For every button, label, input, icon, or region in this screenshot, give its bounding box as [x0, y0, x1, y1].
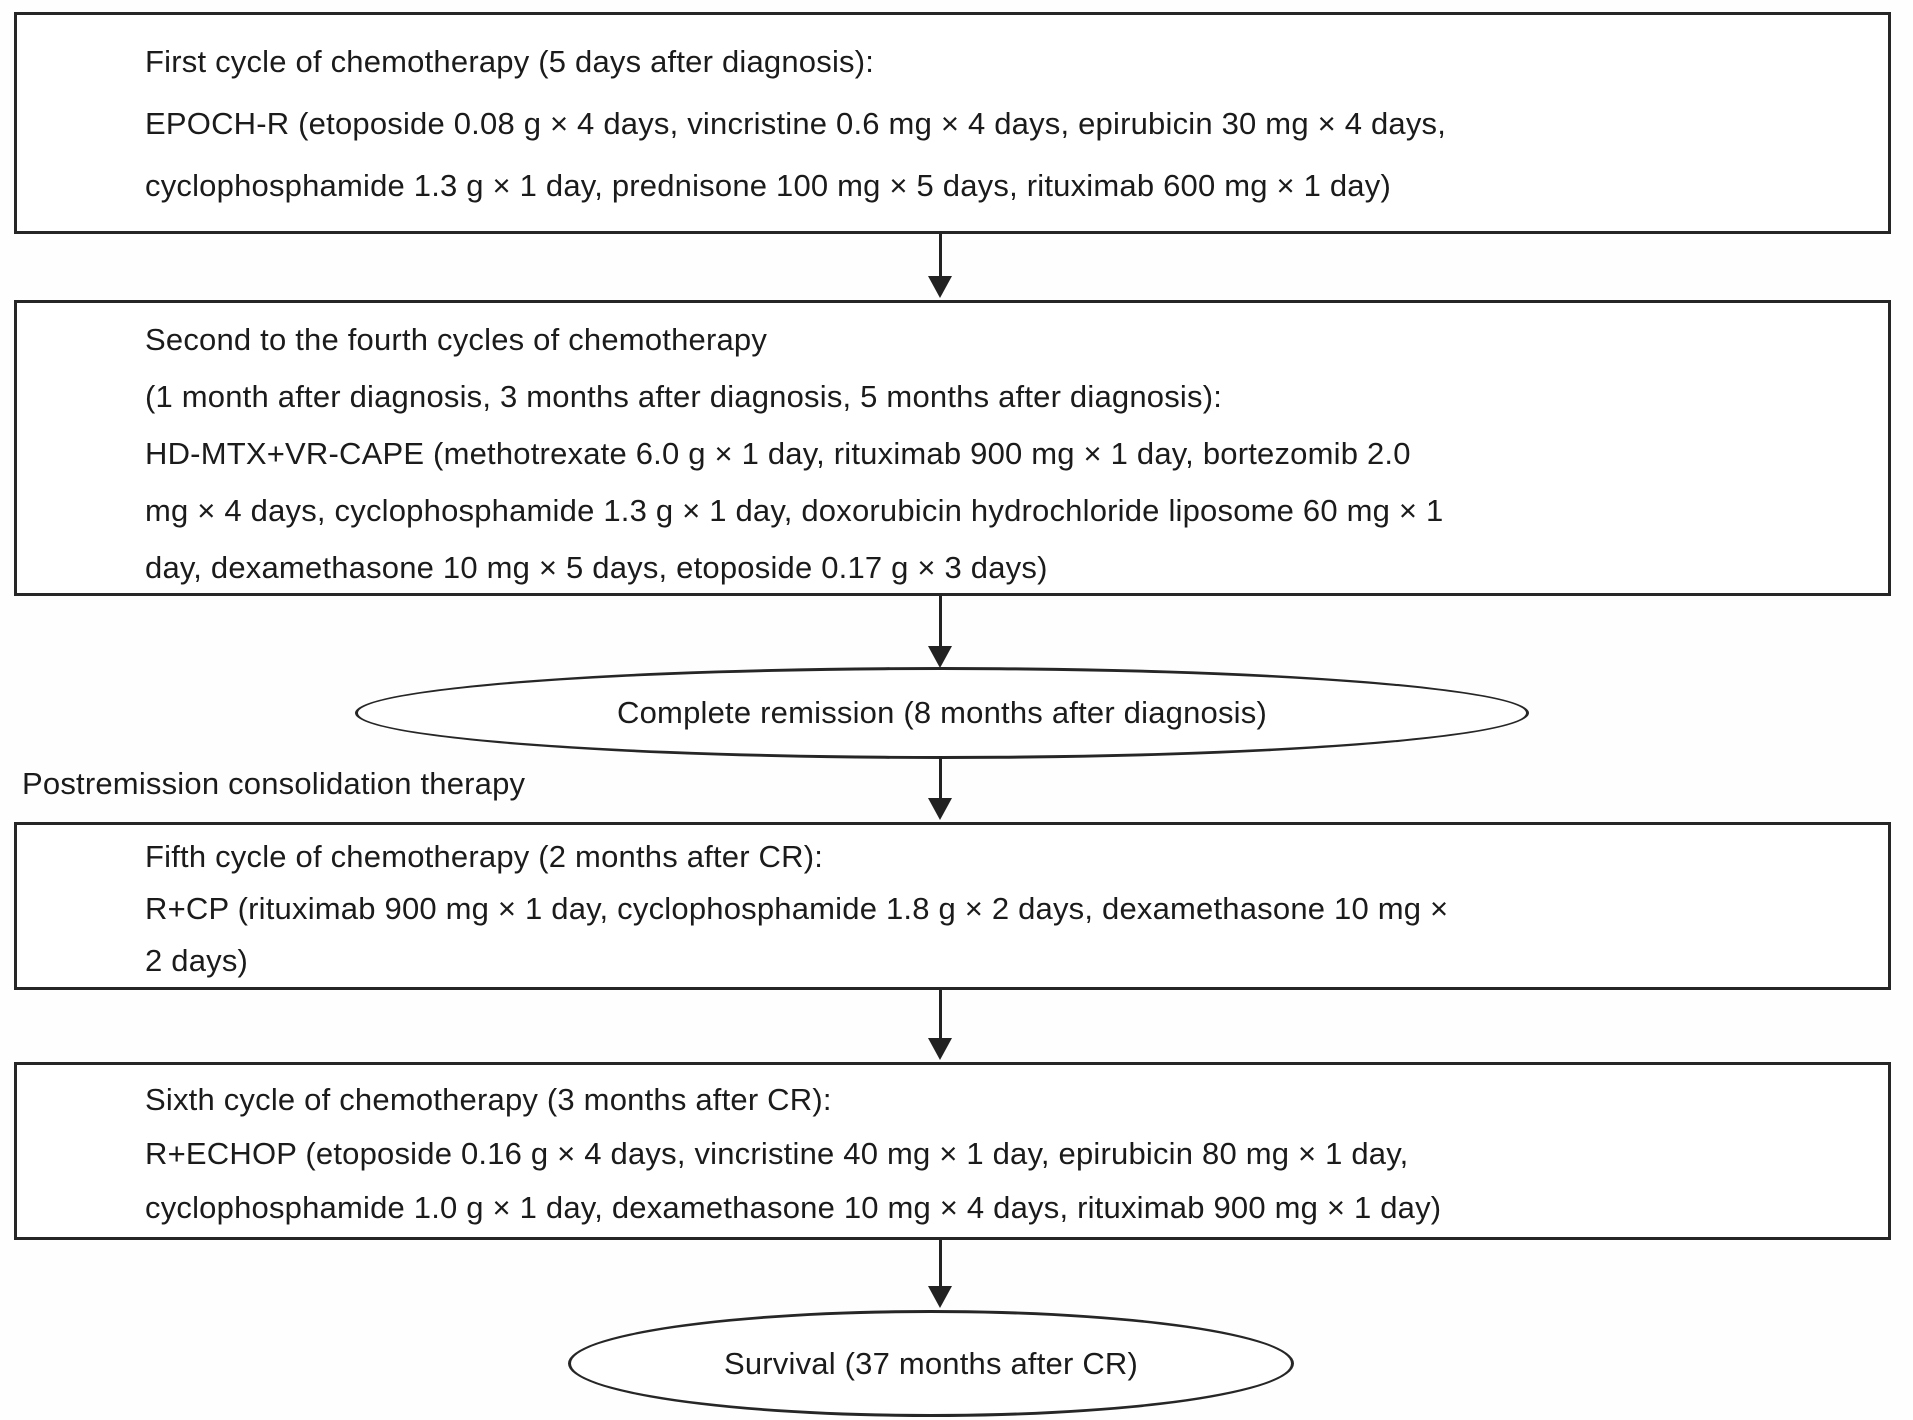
box-line: (1 month after diagnosis, 3 months after…: [145, 379, 1223, 414]
box-line: R+CP (rituximab 900 mg × 1 day, cyclopho…: [145, 891, 1449, 926]
box-line: First cycle of chemotherapy (5 days afte…: [145, 44, 875, 79]
box-line: Second to the fourth cycles of chemother…: [145, 322, 768, 357]
down-arrow-icon: [928, 990, 952, 1060]
box-line: cyclophosphamide 1.0 g × 1 day, dexameth…: [145, 1190, 1442, 1225]
box-line: Sixth cycle of chemotherapy (3 months af…: [145, 1082, 832, 1117]
box-line: EPOCH-R (etoposide 0.08 g × 4 days, vinc…: [145, 106, 1447, 141]
arrowhead-icon: [928, 798, 952, 820]
first-cycle-box: First cycle of chemotherapy (5 days afte…: [14, 12, 1891, 234]
down-arrow-icon: [928, 756, 952, 820]
complete-remission-ellipse: Complete remission (8 months after diagn…: [355, 667, 1529, 759]
box-line: mg × 4 days, cyclophosphamide 1.3 g × 1 …: [145, 493, 1444, 528]
arrow-shaft: [938, 596, 942, 646]
arrow-shaft: [938, 1240, 942, 1286]
down-arrow-icon: [928, 596, 952, 668]
box-line: HD-MTX+VR-CAPE (methotrexate 6.0 g × 1 d…: [145, 436, 1411, 471]
arrowhead-icon: [928, 1038, 952, 1060]
box-line: 2 days): [145, 943, 249, 978]
arrowhead-icon: [928, 1286, 952, 1308]
box-line: R+ECHOP (etoposide 0.16 g × 4 days, vinc…: [145, 1136, 1409, 1171]
arrow-shaft: [938, 990, 942, 1038]
down-arrow-icon: [928, 1240, 952, 1308]
box-line: Fifth cycle of chemotherapy (2 months af…: [145, 839, 824, 874]
ellipse-label: Complete remission (8 months after diagn…: [617, 695, 1267, 730]
fifth-cycle-box: Fifth cycle of chemotherapy (2 months af…: [14, 822, 1891, 990]
sixth-cycle-box: Sixth cycle of chemotherapy (3 months af…: [14, 1062, 1891, 1240]
arrow-shaft: [938, 234, 942, 276]
postremission-section-label: Postremission consolidation therapy: [22, 766, 526, 801]
arrow-shaft: [938, 756, 942, 798]
ellipse-label: Survival (37 months after CR): [723, 1345, 1139, 1381]
arrowhead-icon: [928, 646, 952, 668]
second-to-fourth-cycles-box: Second to the fourth cycles of chemother…: [14, 300, 1891, 596]
arrowhead-icon: [928, 276, 952, 298]
box-line: day, dexamethasone 10 mg × 5 days, etopo…: [145, 550, 1048, 585]
down-arrow-icon: [928, 234, 952, 298]
survival-ellipse: Survival (37 months after CR): [568, 1310, 1294, 1417]
box-line: cyclophosphamide 1.3 g × 1 day, predniso…: [145, 168, 1391, 203]
